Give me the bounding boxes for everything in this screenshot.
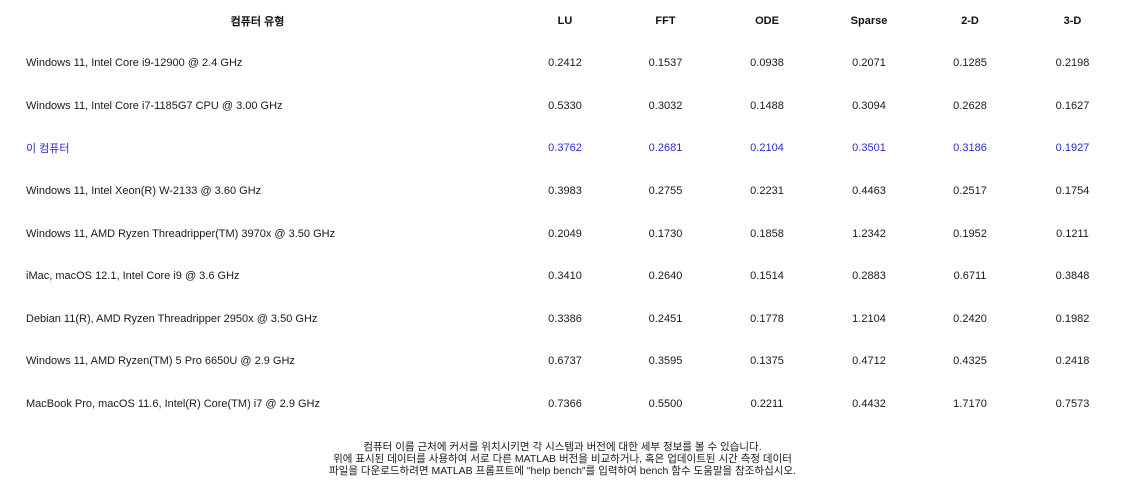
computer-name[interactable]: iMac, macOS 12.1, Intel Core i9 @ 3.6 GH… bbox=[26, 270, 240, 283]
3d-value: 0.1627 bbox=[1055, 99, 1090, 112]
ode-value: 0.2211 bbox=[750, 398, 784, 411]
header-3d: 3-D bbox=[1063, 15, 1082, 27]
lu-value: 0.2049 bbox=[548, 227, 582, 240]
benchmark-table: 컴퓨터 유형 LU FFT ODE Sparse 2-D 3-D Windows… bbox=[0, 0, 1125, 426]
footnote-line-3: 파일을 다운로드하려면 MATLAB 프롬프트에 "help bench"를 입… bbox=[329, 465, 796, 477]
fft-value: 0.1730 bbox=[648, 227, 683, 240]
table-row: Windows 11, AMD Ryzen Threadripper(TM) 3… bbox=[0, 212, 1125, 255]
ode-value: 0.2104 bbox=[750, 142, 784, 155]
lu-value: 0.2412 bbox=[548, 57, 582, 70]
sparse-value: 0.2883 bbox=[852, 270, 886, 283]
table-header-row: 컴퓨터 유형 LU FFT ODE Sparse 2-D 3-D bbox=[0, 0, 1125, 42]
table-row: MacBook Pro, macOS 11.6, Intel(R) Core(T… bbox=[0, 383, 1125, 426]
sparse-value: 0.4463 bbox=[852, 185, 886, 198]
ode-value: 0.1514 bbox=[750, 270, 784, 283]
lu-value: 0.3983 bbox=[548, 185, 582, 198]
sparse-value: 0.3501 bbox=[852, 142, 886, 155]
2d-value: 0.1285 bbox=[953, 57, 987, 70]
ode-value: 0.1778 bbox=[750, 312, 784, 325]
computer-name[interactable]: Windows 11, Intel Core i9-12900 @ 2.4 GH… bbox=[26, 57, 243, 70]
lu-value: 0.5330 bbox=[548, 99, 582, 112]
2d-value: 0.3186 bbox=[953, 142, 987, 155]
lu-value: 0.3386 bbox=[548, 312, 582, 325]
sparse-value: 1.2104 bbox=[852, 312, 886, 325]
sparse-value: 1.2342 bbox=[852, 227, 886, 240]
fft-value: 0.2681 bbox=[648, 142, 683, 155]
computer-name[interactable]: Windows 11, Intel Core i7-1185G7 CPU @ 3… bbox=[26, 99, 283, 112]
table-row: Windows 11, AMD Ryzen(TM) 5 Pro 6650U @ … bbox=[0, 340, 1125, 383]
computer-name[interactable]: Windows 11, AMD Ryzen(TM) 5 Pro 6650U @ … bbox=[26, 355, 295, 368]
header-lu: LU bbox=[557, 15, 573, 27]
2d-value: 0.2420 bbox=[953, 312, 987, 325]
fft-value: 0.3595 bbox=[648, 355, 683, 368]
sparse-value: 0.4432 bbox=[852, 398, 886, 411]
3d-value: 0.1211 bbox=[1056, 227, 1089, 240]
lu-value: 0.6737 bbox=[548, 355, 582, 368]
ode-value: 0.1375 bbox=[750, 355, 784, 368]
2d-value: 1.7170 bbox=[953, 398, 987, 411]
header-sparse: Sparse bbox=[850, 15, 888, 27]
fft-value: 0.3032 bbox=[648, 99, 683, 112]
sparse-value: 0.3094 bbox=[852, 99, 886, 112]
lu-value: 0.7366 bbox=[548, 398, 582, 411]
computer-name[interactable]: Windows 11, Intel Xeon(R) W-2133 @ 3.60 … bbox=[26, 185, 262, 198]
table-row: Windows 11, Intel Xeon(R) W-2133 @ 3.60 … bbox=[0, 170, 1125, 213]
3d-value: 0.1982 bbox=[1055, 312, 1090, 325]
3d-value: 0.1754 bbox=[1055, 185, 1090, 198]
2d-value: 0.6711 bbox=[953, 270, 987, 283]
computer-name[interactable]: Debian 11(R), AMD Ryzen Threadripper 295… bbox=[26, 312, 318, 325]
3d-value: 0.2198 bbox=[1055, 57, 1090, 70]
ode-value: 0.0938 bbox=[750, 57, 784, 70]
header-2d: 2-D bbox=[961, 15, 979, 27]
table-row: iMac, macOS 12.1, Intel Core i9 @ 3.6 GH… bbox=[0, 255, 1125, 298]
ode-value: 0.1858 bbox=[750, 227, 784, 240]
fft-value: 0.2755 bbox=[648, 185, 683, 198]
2d-value: 0.1952 bbox=[953, 227, 987, 240]
3d-value: 0.3848 bbox=[1055, 270, 1090, 283]
fft-value: 0.2451 bbox=[648, 312, 683, 325]
computer-name[interactable]: Windows 11, AMD Ryzen Threadripper(TM) 3… bbox=[26, 227, 336, 240]
table-row: Windows 11, Intel Core i7-1185G7 CPU @ 3… bbox=[0, 85, 1125, 128]
header-computer-type: 컴퓨터 유형 bbox=[230, 16, 285, 28]
footnote-line-1: 컴퓨터 이름 근처에 커서를 위치시키면 각 시스템과 버전에 대한 세부 정보… bbox=[363, 441, 762, 453]
table-row: Windows 11, Intel Core i9-12900 @ 2.4 GH… bbox=[0, 42, 1125, 85]
lu-value: 0.3410 bbox=[548, 270, 582, 283]
footnote: 컴퓨터 이름 근처에 커서를 위치시키면 각 시스템과 버전에 대한 세부 정보… bbox=[0, 441, 1125, 477]
table-row-this-computer: 이 컴퓨터 0.3762 0.2681 0.2104 0.3501 0.3186… bbox=[0, 127, 1125, 170]
fft-value: 0.1537 bbox=[648, 57, 683, 70]
header-fft: FFT bbox=[655, 15, 676, 27]
3d-value: 0.7573 bbox=[1055, 398, 1090, 411]
ode-value: 0.1488 bbox=[750, 99, 784, 112]
3d-value: 0.2418 bbox=[1055, 355, 1090, 368]
2d-value: 0.4325 bbox=[953, 355, 987, 368]
computer-name[interactable]: MacBook Pro, macOS 11.6, Intel(R) Core(T… bbox=[26, 398, 320, 411]
2d-value: 0.2628 bbox=[953, 99, 987, 112]
footnote-line-2: 위에 표시된 데이터를 사용하여 서로 다른 MATLAB 버전을 비교하거나,… bbox=[333, 453, 792, 465]
sparse-value: 0.2071 bbox=[852, 57, 886, 70]
header-ode: ODE bbox=[755, 15, 779, 27]
3d-value: 0.1927 bbox=[1055, 142, 1090, 155]
computer-name-this[interactable]: 이 컴퓨터 bbox=[26, 143, 70, 156]
2d-value: 0.2517 bbox=[953, 185, 987, 198]
fft-value: 0.2640 bbox=[648, 270, 683, 283]
fft-value: 0.5500 bbox=[648, 398, 683, 411]
lu-value: 0.3762 bbox=[548, 142, 582, 155]
sparse-value: 0.4712 bbox=[852, 355, 886, 368]
table-row: Debian 11(R), AMD Ryzen Threadripper 295… bbox=[0, 298, 1125, 341]
ode-value: 0.2231 bbox=[750, 185, 784, 198]
